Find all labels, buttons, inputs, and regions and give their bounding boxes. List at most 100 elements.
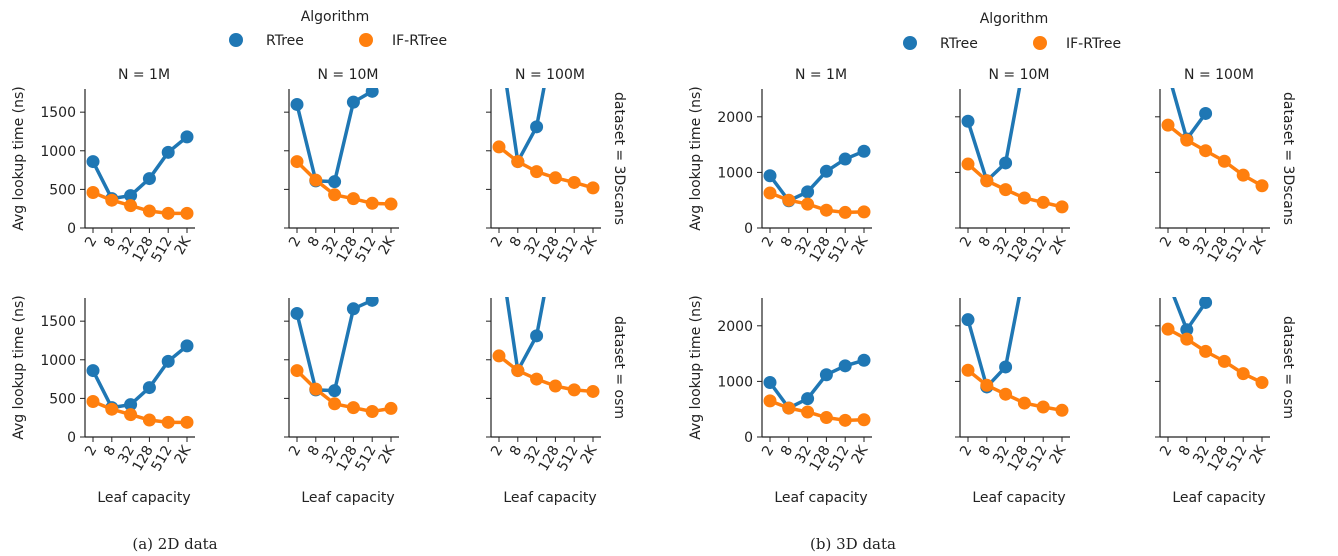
- data-point-if-rtree: [801, 405, 815, 419]
- x-tick-label: 2K: [172, 233, 195, 257]
- data-point-if-rtree: [763, 186, 777, 200]
- x-tick-label: 2K: [172, 442, 195, 466]
- data-point-rtree: [1199, 106, 1213, 120]
- data-point-if-rtree: [999, 387, 1013, 401]
- panel-title: N = 1M: [118, 67, 170, 83]
- data-point-if-rtree: [492, 140, 506, 154]
- x-tick-label: 32: [1190, 234, 1213, 257]
- panel-title: N = 1M: [795, 67, 847, 83]
- series-line-rtree: [91, 135, 189, 201]
- x-tick-label: 32: [792, 443, 815, 466]
- data-point-rtree: [838, 152, 852, 166]
- data-point-if-rtree: [999, 183, 1013, 197]
- data-point-if-rtree: [961, 157, 975, 171]
- data-point-rtree: [838, 359, 852, 373]
- data-point-rtree: [180, 130, 194, 144]
- data-point-rtree: [328, 175, 342, 189]
- x-axis-label: Leaf capacity: [1172, 490, 1265, 506]
- data-point-rtree: [961, 313, 975, 327]
- data-point-if-rtree: [1161, 322, 1175, 336]
- x-tick-label: 2: [1157, 443, 1175, 459]
- data-point-if-rtree: [384, 401, 398, 415]
- data-point-rtree: [124, 398, 138, 412]
- legend-marker-if-rtree: [359, 33, 373, 47]
- row-label: dataset = osm: [611, 316, 627, 419]
- y-axis-label: Avg lookup time (ns): [11, 295, 27, 439]
- data-point-rtree: [1180, 323, 1194, 337]
- plot-area: [86, 339, 194, 429]
- legend-marker-rtree: [903, 36, 917, 50]
- data-point-if-rtree: [1236, 168, 1250, 182]
- x-tick-label: 32: [521, 443, 544, 466]
- data-point-if-rtree: [586, 181, 600, 195]
- series-line-rtree: [966, 297, 1021, 389]
- data-point-rtree: [857, 353, 871, 367]
- x-tick-label: 2K: [1247, 442, 1270, 466]
- legend-label-if-rtree: IF-RTree: [1066, 36, 1121, 52]
- data-point-rtree: [365, 297, 379, 307]
- data-point-rtree: [161, 145, 175, 159]
- y-tick-label: 1000: [40, 353, 76, 369]
- x-tick-label: 2: [759, 443, 777, 459]
- data-point-rtree: [290, 306, 304, 320]
- data-point-if-rtree: [105, 402, 119, 416]
- x-tick-label: 2: [286, 443, 304, 459]
- legend-marker-if-rtree: [1033, 36, 1047, 50]
- x-axis-label: Leaf capacity: [301, 490, 394, 506]
- series-line-rtree: [505, 297, 546, 373]
- plot-area: [290, 297, 398, 419]
- data-point-rtree: [180, 339, 194, 353]
- data-point-rtree: [142, 172, 156, 186]
- data-point-rtree: [961, 114, 975, 128]
- data-point-if-rtree: [180, 415, 194, 429]
- x-tick-label: 2: [82, 443, 100, 459]
- x-tick-label: 32: [792, 234, 815, 257]
- data-point-rtree: [346, 95, 360, 109]
- data-point-if-rtree: [782, 401, 796, 415]
- x-tick-label: 2: [488, 234, 506, 250]
- y-axis-label: Avg lookup time (ns): [688, 295, 704, 439]
- data-point-if-rtree: [309, 173, 323, 187]
- data-point-if-rtree: [511, 364, 525, 378]
- plot-area: [763, 353, 871, 427]
- y-tick-label: 0: [67, 430, 76, 446]
- data-point-if-rtree: [961, 363, 975, 377]
- data-point-if-rtree: [1199, 144, 1213, 158]
- data-point-if-rtree: [1236, 367, 1250, 381]
- x-tick-label: 2: [488, 443, 506, 459]
- x-tick-label: 2: [286, 234, 304, 250]
- row-label: dataset = 3Dscans: [611, 92, 627, 225]
- data-point-if-rtree: [857, 205, 871, 219]
- data-point-if-rtree: [1255, 179, 1269, 193]
- x-axis-label: Leaf capacity: [774, 490, 867, 506]
- legend-title: Algorithm: [301, 9, 370, 25]
- y-tick-label: 1000: [40, 144, 76, 160]
- plot-area: [1161, 88, 1269, 193]
- data-point-if-rtree: [1161, 118, 1175, 132]
- y-tick-label: 2000: [717, 319, 753, 335]
- data-point-if-rtree: [567, 383, 581, 397]
- data-point-if-rtree: [838, 413, 852, 427]
- data-point-if-rtree: [161, 206, 175, 220]
- x-tick-label: 2K: [1047, 233, 1070, 257]
- plot-area: [492, 297, 600, 398]
- caption-2d: (a) 2D data: [132, 535, 217, 553]
- series-line-rtree: [505, 88, 546, 164]
- data-point-if-rtree: [1017, 396, 1031, 410]
- series-line-rtree: [966, 88, 1022, 183]
- data-point-if-rtree: [857, 413, 871, 427]
- data-point-if-rtree: [838, 205, 852, 219]
- data-point-if-rtree: [1217, 354, 1231, 368]
- data-point-if-rtree: [86, 185, 100, 199]
- data-point-if-rtree: [309, 382, 323, 396]
- caption-3d: (b) 3D data: [810, 535, 896, 553]
- series-line-rtree: [91, 344, 189, 410]
- data-point-if-rtree: [1180, 332, 1194, 346]
- x-tick-label: 32: [990, 234, 1013, 257]
